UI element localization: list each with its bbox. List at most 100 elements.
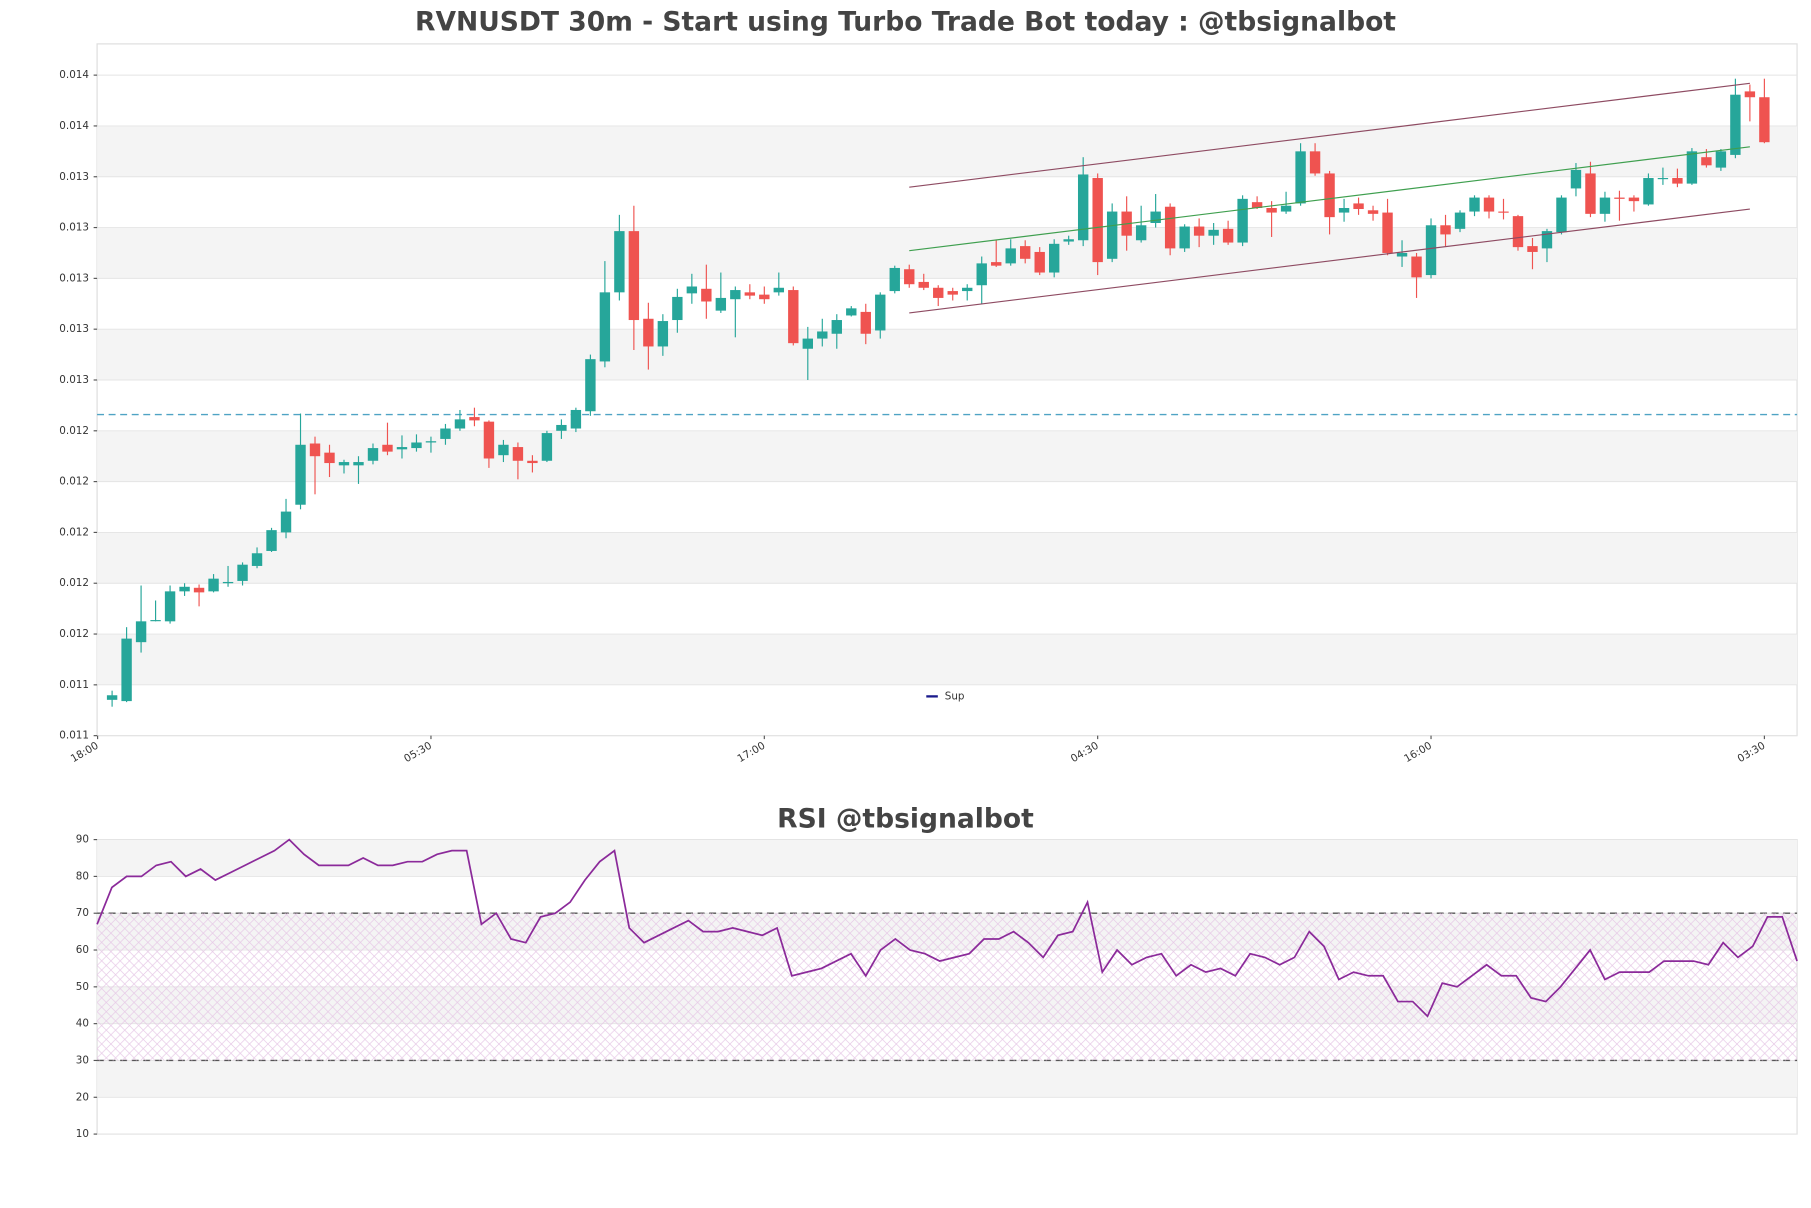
candle-body bbox=[585, 359, 596, 412]
y-tick-label: 80 bbox=[76, 870, 89, 882]
candle-body bbox=[570, 409, 582, 429]
y-tick-label: 0.011 bbox=[59, 730, 89, 742]
candle-body bbox=[860, 311, 871, 334]
candle-body bbox=[1353, 203, 1364, 210]
x-tick-label: 03:30 bbox=[1735, 740, 1767, 765]
candle-body bbox=[1744, 91, 1756, 98]
grid-band bbox=[97, 532, 1798, 584]
candle-body bbox=[1324, 173, 1335, 218]
candle-body bbox=[1150, 211, 1161, 223]
candle-body bbox=[164, 591, 176, 622]
y-tick-label: 0.011 bbox=[59, 679, 89, 691]
candle-body bbox=[1454, 212, 1466, 229]
candle-body bbox=[933, 287, 944, 298]
candle-body bbox=[1556, 197, 1567, 233]
candle-body bbox=[1237, 198, 1248, 243]
y-tick-label: 0.013 bbox=[59, 171, 89, 183]
candle-body bbox=[657, 321, 669, 347]
candle-body bbox=[1599, 197, 1611, 214]
candle-body bbox=[1164, 206, 1176, 249]
candle-body bbox=[1440, 225, 1451, 235]
channel-line bbox=[909, 146, 1750, 252]
y-tick-label: 0.012 bbox=[59, 425, 89, 437]
candle-body bbox=[527, 460, 538, 464]
candle-body bbox=[193, 587, 205, 593]
rsi-band bbox=[97, 913, 1798, 1061]
candle-body bbox=[715, 297, 727, 311]
candle-body bbox=[1208, 229, 1219, 236]
candle-body bbox=[1469, 197, 1480, 212]
y-tick-label: 20 bbox=[76, 1091, 89, 1103]
candle-body bbox=[338, 462, 350, 466]
candle-body bbox=[744, 292, 756, 296]
candle-body bbox=[1251, 202, 1263, 208]
candle-body bbox=[1483, 197, 1495, 212]
candle-body bbox=[1614, 197, 1625, 199]
candle-body bbox=[367, 448, 379, 461]
candle-body bbox=[179, 586, 190, 592]
candle-body bbox=[1193, 226, 1205, 236]
candle-body bbox=[556, 424, 567, 431]
candle-body bbox=[1020, 246, 1031, 259]
candle-body bbox=[672, 296, 683, 321]
candle-body bbox=[1266, 207, 1277, 213]
candle-body bbox=[1512, 216, 1524, 248]
candle-body bbox=[469, 417, 480, 421]
candle-body bbox=[773, 287, 785, 293]
candle-body bbox=[425, 441, 437, 443]
candle-body bbox=[614, 231, 625, 293]
y-tick-label: 0.012 bbox=[59, 628, 89, 640]
y-tick-label: 0.013 bbox=[59, 374, 89, 386]
candle-body bbox=[237, 564, 248, 581]
candle-body bbox=[280, 511, 292, 533]
chart-title: RVNUSDT 30m - Start using Turbo Trade Bo… bbox=[415, 7, 1396, 38]
y-tick-label: 30 bbox=[76, 1054, 89, 1066]
candle-body bbox=[701, 288, 712, 302]
candle-body bbox=[831, 320, 842, 334]
candle-body bbox=[512, 447, 524, 461]
candle-body bbox=[1686, 151, 1698, 184]
grid-band bbox=[97, 430, 1798, 482]
candle-body bbox=[1338, 207, 1350, 213]
candle-body bbox=[121, 638, 132, 702]
y-tick-label: 0.013 bbox=[59, 272, 89, 284]
candle-body bbox=[686, 286, 698, 294]
candle-body bbox=[382, 444, 393, 452]
candle-body bbox=[1005, 248, 1016, 264]
grid-band bbox=[97, 1060, 1798, 1098]
candle-body bbox=[599, 292, 611, 362]
grid-band bbox=[97, 125, 1798, 177]
y-tick-label: 50 bbox=[76, 981, 89, 993]
x-tick-label: 17:00 bbox=[735, 740, 767, 765]
y-tick-label: 0.013 bbox=[59, 323, 89, 335]
candle-body bbox=[918, 281, 929, 288]
x-tick-label: 18:00 bbox=[69, 740, 101, 765]
candle-body bbox=[889, 267, 900, 292]
candle-body bbox=[454, 419, 466, 429]
candle-body bbox=[309, 443, 321, 457]
x-tick-label: 04:30 bbox=[1069, 740, 1101, 765]
candle-body bbox=[440, 428, 451, 439]
candle-body bbox=[1179, 226, 1190, 249]
candle-body bbox=[991, 262, 1002, 266]
candle-body bbox=[150, 620, 161, 622]
y-tick-label: 0.014 bbox=[59, 69, 89, 81]
candle-body bbox=[1280, 205, 1292, 212]
candle-body bbox=[1628, 197, 1640, 202]
x-tick-label: 05:30 bbox=[402, 740, 434, 765]
candle-body bbox=[411, 442, 422, 449]
candle-body bbox=[396, 447, 408, 450]
candle-body bbox=[1541, 231, 1553, 249]
y-tick-label: 0.012 bbox=[59, 526, 89, 538]
candle-body bbox=[788, 290, 799, 344]
y-tick-label: 10 bbox=[76, 1128, 89, 1140]
candle-body bbox=[1498, 211, 1509, 213]
candle-body bbox=[643, 318, 654, 347]
candle-body bbox=[541, 433, 553, 461]
candle-body bbox=[353, 462, 364, 466]
channel-line bbox=[909, 82, 1750, 188]
candle-body bbox=[483, 421, 495, 459]
rsi-title: RSI @tbsignalbot bbox=[777, 803, 1034, 834]
candle-body bbox=[1396, 252, 1408, 257]
candle-body bbox=[251, 553, 263, 566]
